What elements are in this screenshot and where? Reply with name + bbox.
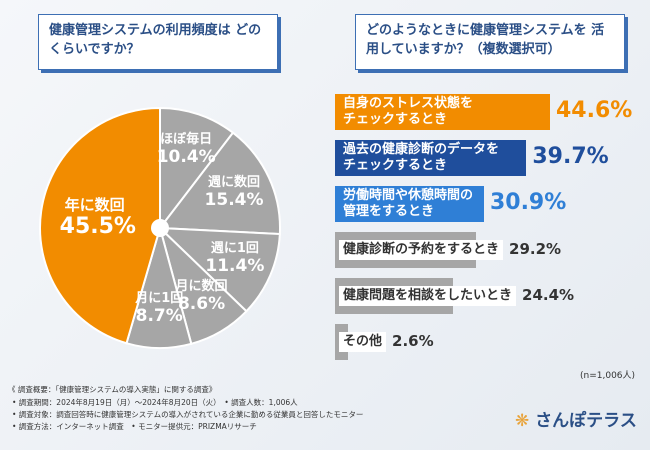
bar-value-4: 24.4% bbox=[522, 286, 575, 305]
bar-1 bbox=[335, 140, 527, 176]
bar-label-0: 自身のストレス状態を チェックするとき bbox=[343, 96, 474, 127]
pie-label-name: 週に数回 bbox=[208, 174, 261, 190]
question-2-box: どのようなときに健康管理システムを 活用していますか？（複数選択可） bbox=[355, 14, 625, 70]
pie-slice-5 bbox=[39, 106, 161, 345]
bar-2 bbox=[335, 186, 484, 222]
bar-0 bbox=[335, 94, 550, 130]
bar-label-2: 労働時間や休憩時間の 管理をするとき bbox=[343, 188, 474, 219]
pie-label-value: 45.5% bbox=[59, 213, 136, 239]
bar-label-5: その他 bbox=[339, 332, 387, 352]
pie-slice-0 bbox=[159, 106, 235, 231]
question-1-text: 健康管理システムの利用頻度は どのくらいですか？ bbox=[49, 23, 262, 57]
bar-label-1: 過去の健康診断のデータを チェックするとき bbox=[343, 142, 500, 173]
pie-label-name: 週に1回 bbox=[210, 241, 259, 257]
pie-label-0: ほぼ毎日 10.4% bbox=[151, 131, 221, 167]
pie-label-name: 月に1回 bbox=[135, 290, 184, 306]
question-1-box: 健康管理システムの利用頻度は どのくらいですか？ bbox=[38, 14, 278, 70]
bar-label-4: 健康問題を相談をしたいとき bbox=[339, 286, 517, 306]
bar-value-3: 29.2% bbox=[509, 240, 562, 259]
question-2-text: どのようなときに健康管理システムを 活用していますか？（複数選択可） bbox=[366, 23, 605, 57]
bar-value-2: 30.9% bbox=[489, 189, 567, 215]
pie-label-4: 月に1回 8.7% bbox=[124, 290, 194, 326]
pie-slice-2 bbox=[157, 226, 281, 313]
brand-icon: ❋ bbox=[515, 411, 530, 431]
bar-value-0: 44.6% bbox=[556, 97, 633, 123]
pie-label-value: 15.4% bbox=[204, 189, 264, 210]
pie-label-name: ほぼ毎日 bbox=[160, 131, 213, 147]
pie-label-3: 月に数回 8.6% bbox=[167, 279, 237, 315]
pie-slice-1 bbox=[158, 131, 281, 236]
sample-size-note: (n=1,006人) bbox=[580, 371, 636, 381]
pie-center-hole bbox=[151, 219, 169, 237]
pie-label-value: 8.7% bbox=[135, 305, 183, 326]
survey-note-period: • 調査期間：2024年8月19日（月）〜2024年8月20日（火） • 調査人… bbox=[12, 398, 298, 407]
pie-label-name: 年に数回 bbox=[64, 195, 125, 214]
bar-label-3: 健康診断の予約をするとき bbox=[339, 240, 504, 260]
brand-name: さんぽテラス bbox=[535, 411, 637, 431]
survey-note-title: 《 調査概要：「健康管理システムの導入実態」に関する調査》 bbox=[8, 385, 217, 394]
pie-label-name: 月に数回 bbox=[175, 279, 228, 295]
survey-note-method: • 調査方法：インターネット調査 • モニター提供元：PRIZMAリサーチ bbox=[12, 422, 257, 431]
pie-label-1: 週に数回 15.4% bbox=[199, 174, 269, 210]
pie-label-2: 週に1回 11.4% bbox=[200, 241, 270, 277]
bar-value-5: 2.6% bbox=[392, 332, 434, 351]
survey-note-target: • 調査対象：調査回答時に健康管理システムの導入がされている企業に勤める従業員と… bbox=[12, 410, 364, 419]
pie-label-value: 11.4% bbox=[205, 256, 265, 277]
pie-label-value: 10.4% bbox=[156, 146, 216, 167]
bar-value-1: 39.7% bbox=[532, 143, 609, 169]
brand-logo: ❋ さんぽテラス bbox=[515, 406, 637, 431]
pie-label-5: 年に数回 45.5% bbox=[59, 195, 136, 240]
pie-label-value: 8.6% bbox=[177, 294, 226, 315]
